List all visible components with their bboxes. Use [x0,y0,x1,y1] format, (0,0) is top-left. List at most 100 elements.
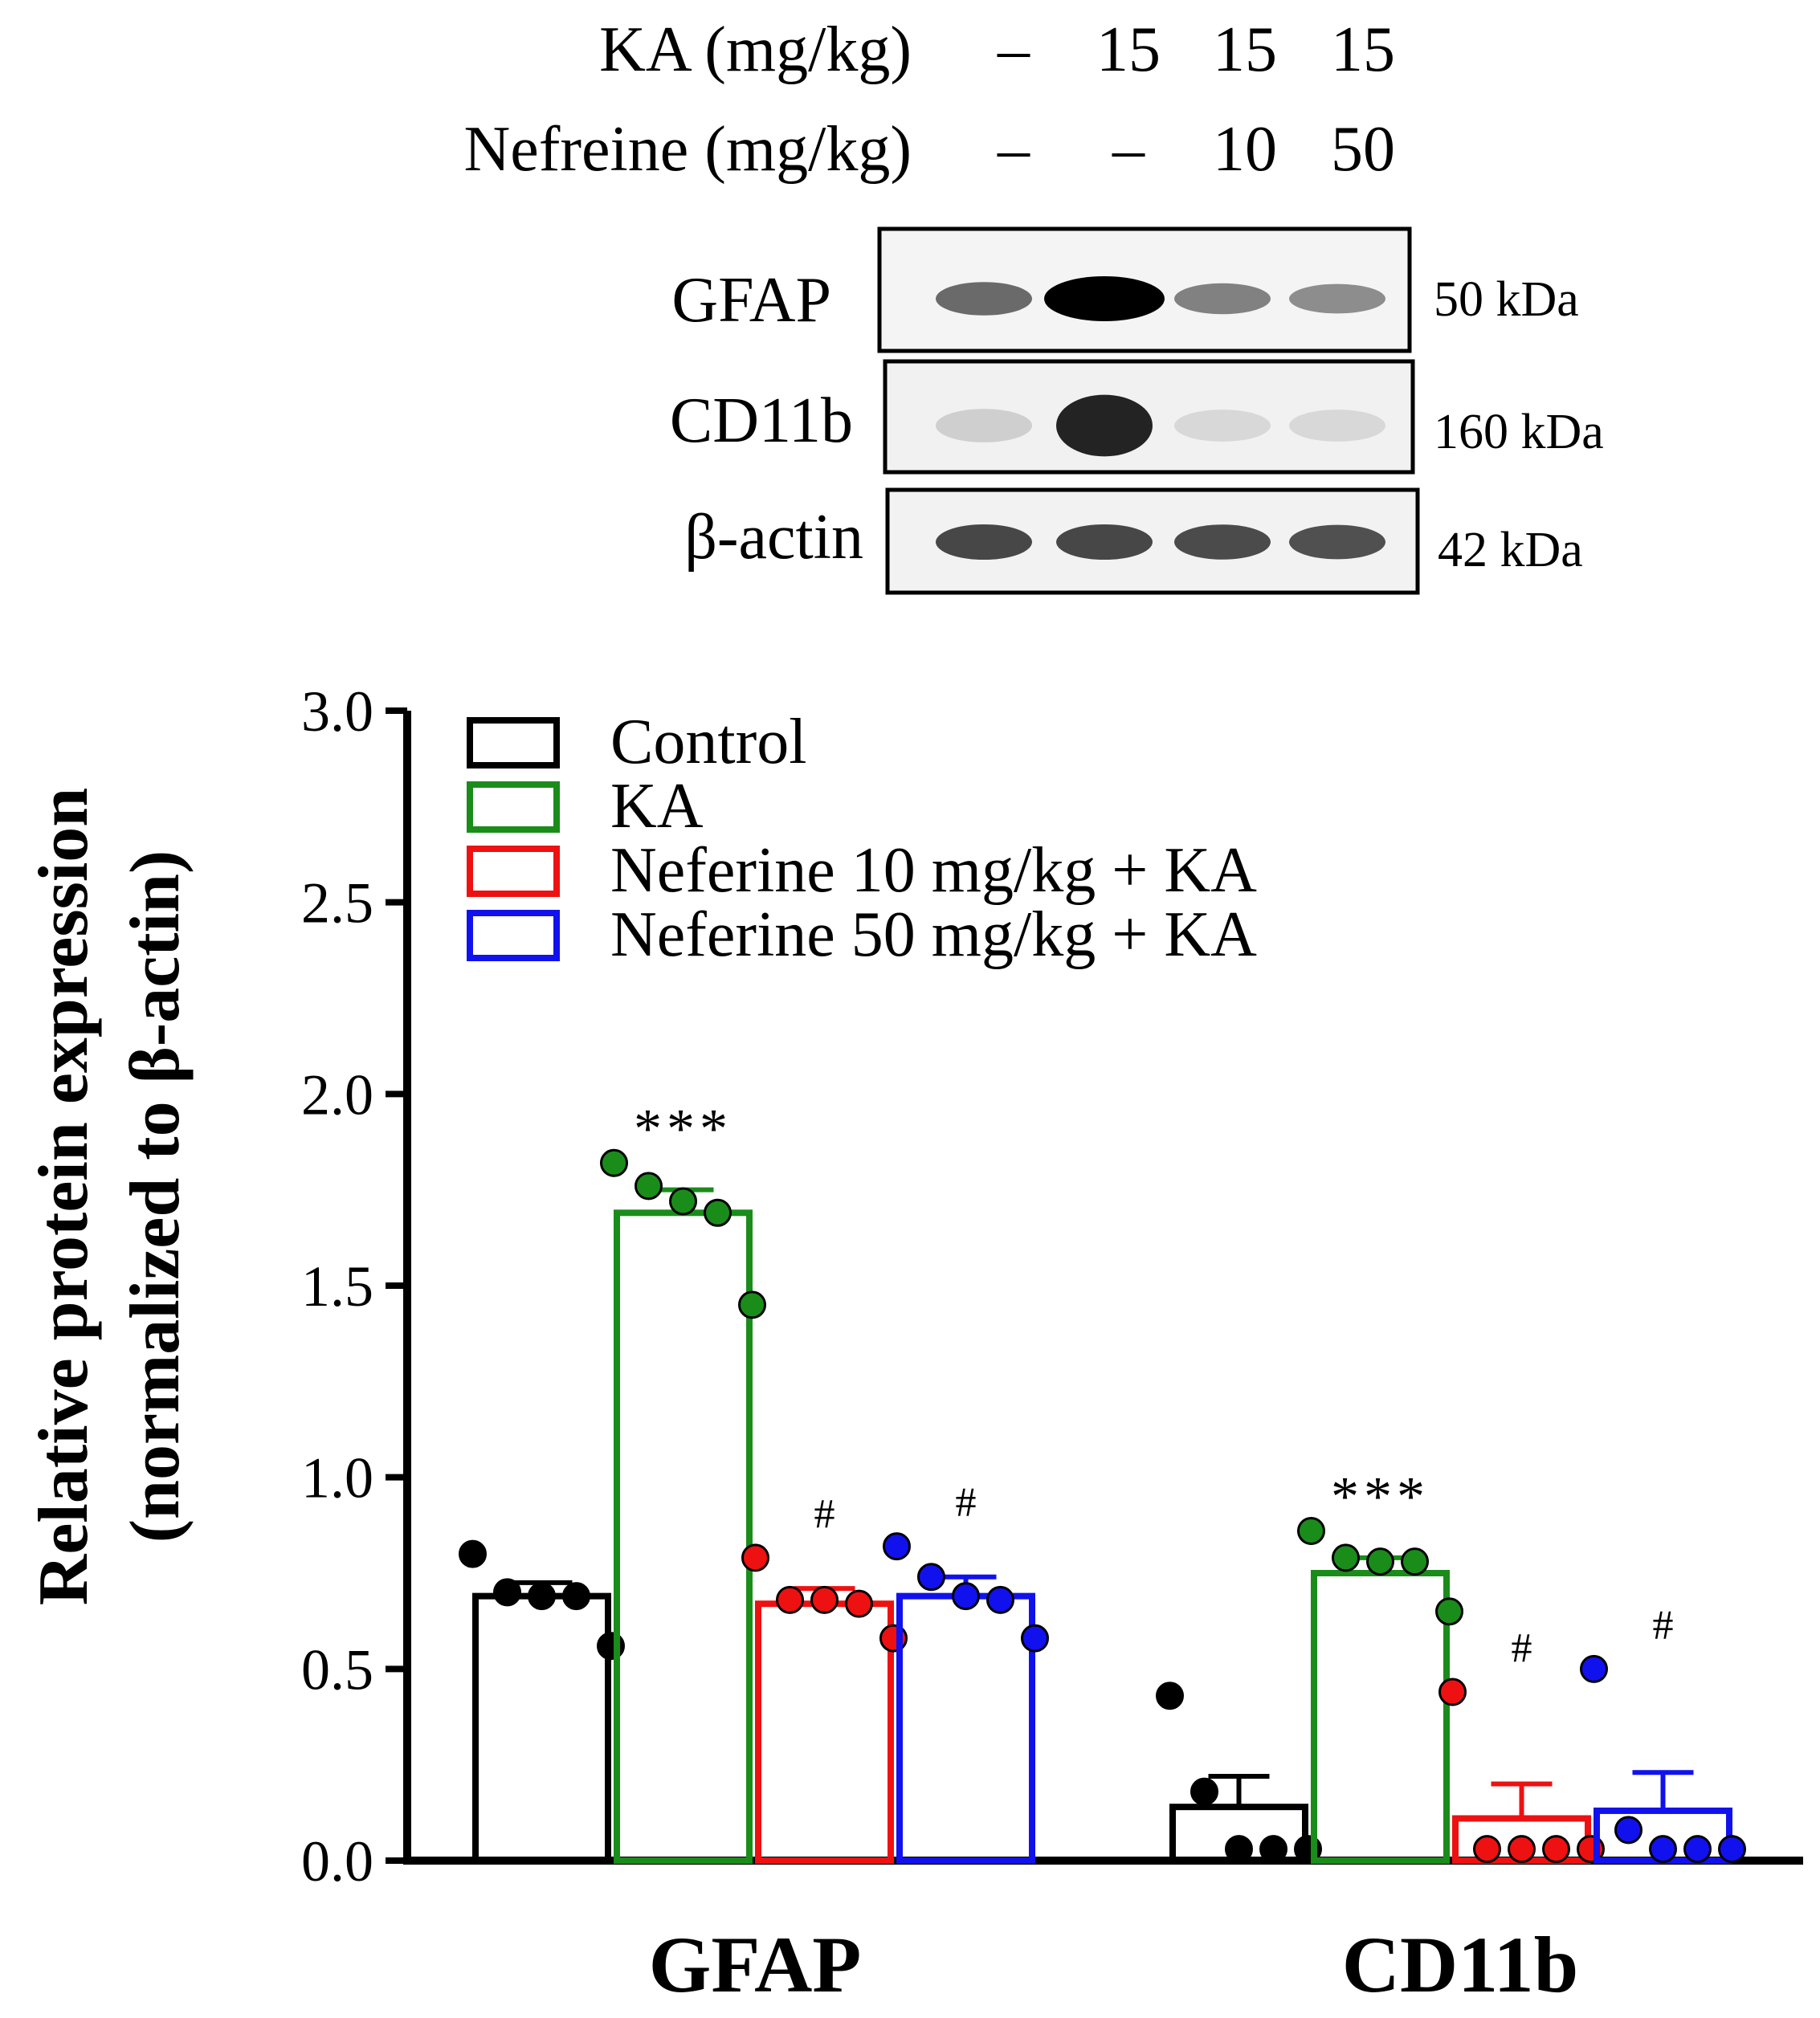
blot-band [1289,283,1385,314]
bar [472,1592,611,1864]
legend: Control KA Neferine 10 mg/kg + KA Neferi… [467,707,1257,970]
significance-label: # [1512,1625,1532,1671]
nef-label: Nefreine (mg/kg) [463,114,912,185]
data-point [1401,1547,1429,1576]
legend-label-control: Control [610,707,806,777]
blot-bands-actin [936,524,1385,561]
data-point [1435,1597,1463,1626]
y-axis-title-line2: (normalized to β-actin) [116,850,194,1543]
blot-bands-cd11b [936,394,1385,457]
data-point [1473,1835,1501,1864]
data-point [1156,1682,1184,1710]
data-point [669,1187,697,1216]
data-point [845,1589,873,1618]
data-point [1438,1678,1467,1706]
bar [896,1592,1035,1864]
data-point [917,1563,945,1592]
y-tick-label: 0.5 [301,1637,373,1702]
blot-band [936,524,1032,561]
legend-label-nef10: Neferine 10 mg/kg + KA [610,835,1257,906]
significance-label: # [814,1491,835,1537]
blot-band [1174,410,1271,442]
legend-label-ka: KA [610,771,704,842]
significance-label: *** [1331,1466,1430,1527]
bar [1311,1570,1450,1864]
data-point [562,1582,590,1611]
legend-swatch-ka [467,781,560,833]
y-tick-label: 2.0 [301,1062,373,1127]
data-point [810,1585,839,1614]
y-tick-label: 3.0 [301,679,373,744]
data-point [1580,1654,1608,1683]
data-point [635,1172,663,1201]
nef-value-3: 10 [1213,114,1277,185]
data-point [1259,1835,1287,1864]
data-point [704,1198,732,1227]
legend-swatch-control [467,717,560,768]
blot-band [936,282,1032,316]
ka-value-3: 15 [1213,14,1277,85]
nef-value-4: 50 [1331,114,1395,185]
blot-row-name-cd11b: CD11b [670,385,853,456]
plot-area: *** *** # # # # [459,1098,1746,1865]
data-point [1683,1835,1712,1864]
blot-row-name-actin: β-actin [684,502,863,573]
blot-rows: GFAP 50 kDa CD11b 160 kDa β-actin 42 kDa [670,226,1604,595]
data-point [1190,1777,1218,1806]
data-point [1614,1816,1642,1845]
data-point [459,1539,487,1568]
blot-band [1044,276,1165,321]
ka-label: KA (mg/kg) [599,14,912,85]
ka-value-2: 15 [1096,14,1161,85]
data-point [1297,1516,1325,1545]
y-tick-label: 1.0 [301,1446,373,1510]
blot-band [1056,524,1153,561]
data-point [738,1290,766,1319]
y-axis-title-line1: Relative protein expression [25,788,103,1605]
data-point [952,1582,980,1611]
data-point [600,1148,628,1177]
y-ticks: 0.0 0.5 1.0 1.5 2.0 2.5 3.0 [301,679,407,1894]
significance-label: # [956,1480,977,1526]
blot-kda-gfap: 50 kDa [1434,272,1579,327]
data-point [986,1585,1014,1614]
data-point [493,1578,521,1607]
significance-label: *** [634,1098,732,1160]
blot-bands-gfap [936,276,1385,321]
significance-label: # [1653,1602,1674,1648]
blot-band [1174,283,1271,315]
blot-kda-cd11b: 160 kDa [1434,405,1604,459]
data-point [1225,1835,1253,1864]
ka-value-4: 15 [1331,14,1395,85]
blot-band [1056,394,1153,457]
y-axis-title: Relative protein expression (normalized … [25,788,194,1605]
x-category-cd11b: CD11b [1342,1920,1579,2009]
ka-value-1: – [997,14,1030,85]
nef-value-1: – [997,114,1030,185]
y-tick-label: 0.0 [301,1829,373,1894]
legend-label-nef50: Neferine 50 mg/kg + KA [610,899,1257,970]
x-category-gfap: GFAP [649,1920,862,2009]
legend-swatch-nef10 [467,846,560,897]
x-categories: GFAP CD11b [649,1920,1579,2009]
bar [614,1209,753,1864]
data-point [1508,1835,1536,1864]
blot-header: KA (mg/kg) Nefreine (mg/kg) – 15 15 15 –… [463,14,1395,185]
data-point [776,1585,804,1614]
legend-swatch-nef50 [467,910,560,961]
bar [755,1600,894,1864]
data-point [1332,1543,1360,1572]
data-point [1366,1547,1394,1576]
blot-band [1174,524,1271,560]
data-point [1649,1835,1677,1864]
data-point [1021,1624,1049,1653]
blot-band [936,409,1032,442]
data-point [741,1543,769,1572]
data-point [528,1582,556,1611]
blot-kda-actin: 42 kDa [1438,523,1583,577]
y-tick-label: 2.5 [301,871,373,936]
y-tick-label: 1.5 [301,1254,373,1319]
data-point [1718,1835,1746,1864]
data-point [883,1532,911,1561]
